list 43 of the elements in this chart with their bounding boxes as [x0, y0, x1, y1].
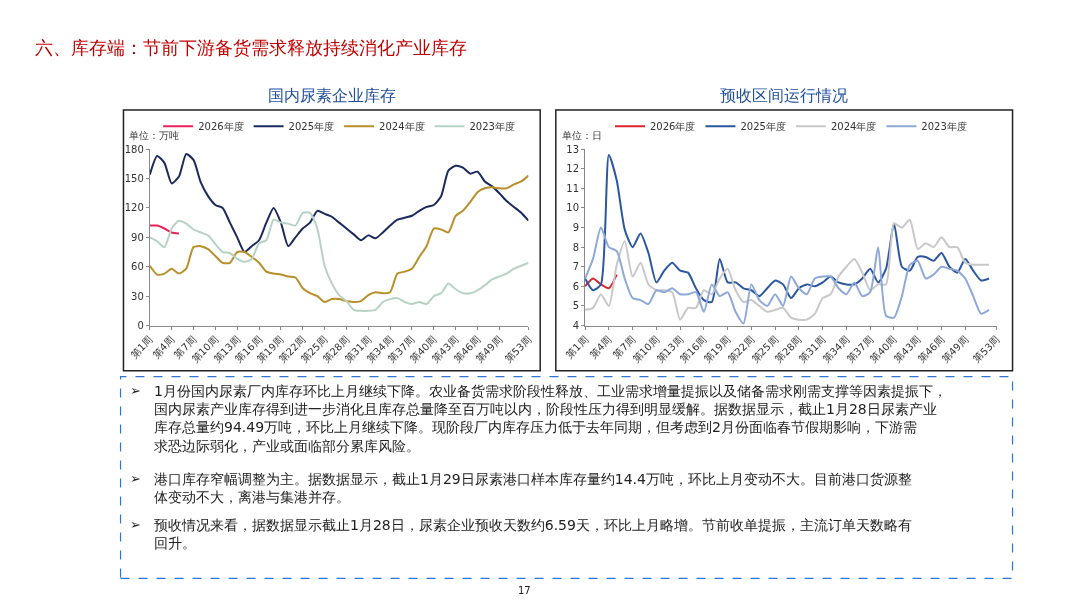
line-series	[149, 153, 529, 254]
y-tick-label: 120	[124, 202, 144, 214]
y-tick-label: 30	[131, 290, 144, 302]
text: ➢ 预收情况来看，据数据显示截止1月28日，尿素企业预收天数约6.59天，环比上月略增。节前收单提振，主流订单天数略有回升。	[130, 517, 912, 552]
line-series	[149, 211, 529, 312]
text: ➢ 1月份国内尿素厂内库存环比上月继续下降。农业备货需求阶段性释放、工业需求增量提振以及储备需求刚需支撑等因素提振下，国内尿素产业库存得到进一步消化且库存总量降至百万吨以内，阶段性压力得到明显缓解。据数据显示，截止1月28日尿素产业库存总量约94.49万吨，环比上月继续下降。现阶段厂内库存压力低于去年同期，但考虑到2月份面临春节假期影响，下游需求恐边际弱化，产业或面临部分累库风险。	[130, 383, 947, 454]
text: ➢ 港口库存窄幅调整为主。据数据显示，截止1月29日尿素港口样本库存量约14.4万吨，环比上月变动不大。目前港口货源整体变动不大，离港与集港并存。	[130, 471, 912, 506]
legend-label: 2026年度	[650, 121, 696, 133]
legend-label: 2025年度	[288, 121, 335, 133]
x-tick-label: 第1周	[563, 333, 591, 361]
y-tick-label: 5	[572, 300, 580, 312]
line-series	[585, 153, 991, 304]
chart-title: 预收区间运行情况	[720, 86, 848, 105]
line-series	[585, 273, 618, 290]
legend-label: 2024年度	[379, 121, 425, 133]
y-tick-label: 10	[566, 202, 580, 214]
y-tick-label: 8	[572, 241, 580, 253]
line-series	[149, 174, 529, 304]
y-tick-label: 0	[137, 320, 144, 332]
legend-label: 2023年度	[921, 121, 967, 133]
y-tick-label: 180	[124, 143, 144, 155]
y-tick-label: 6	[572, 280, 580, 292]
y-tick-label: 7	[572, 261, 580, 273]
legend-label: 2023年度	[469, 121, 515, 133]
y-tick-label: 9	[572, 222, 580, 234]
y-tick-label: 60	[131, 261, 144, 273]
y-tick-label: 4	[572, 320, 580, 332]
y-axis-title: 单位：万吨	[129, 130, 179, 141]
y-tick-label: 90	[131, 231, 144, 243]
legend-label: 2026年度	[198, 121, 244, 133]
y-tick-label: 12	[566, 163, 580, 175]
y-axis-title: 单位：日	[562, 130, 602, 141]
x-tick-label: 第53周	[502, 333, 534, 365]
legend-label: 2024年度	[830, 121, 877, 133]
chart-title: 国内尿素企业库存	[268, 86, 396, 105]
y-tick-label: 150	[124, 173, 144, 185]
y-tick-label: 13	[566, 143, 580, 155]
text: 17	[518, 585, 531, 596]
text: 六、库存端：节前下游备货需求释放持续消化产业库存	[35, 37, 467, 58]
x-tick-label: 第53周	[970, 333, 1002, 365]
y-tick-label: 11	[566, 182, 580, 194]
line-series	[149, 224, 180, 235]
legend-label: 2025年度	[740, 121, 786, 133]
